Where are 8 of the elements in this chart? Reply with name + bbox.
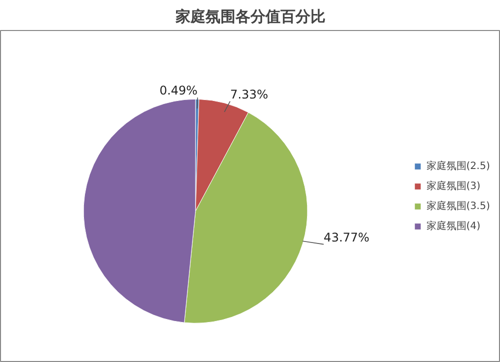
data-label: 7.33%	[230, 87, 268, 102]
chart-title: 家庭氛围各分值百分比	[174, 8, 326, 26]
legend-label: 家庭氛围(4)	[426, 220, 480, 233]
data-label: 0.49%	[159, 83, 198, 98]
legend-label: 家庭氛围(2.5)	[426, 160, 490, 173]
legend-label: 家庭氛围(3.5)	[426, 200, 490, 213]
data-label: 43.77%	[324, 230, 370, 244]
legend-label: 家庭氛围(3)	[426, 180, 480, 193]
